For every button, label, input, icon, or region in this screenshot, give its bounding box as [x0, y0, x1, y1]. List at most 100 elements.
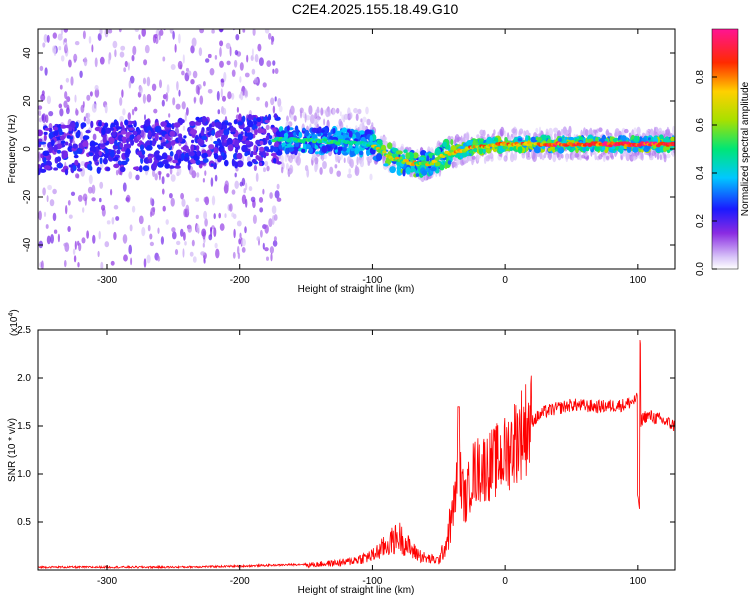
spectrogram-cell	[271, 35, 275, 43]
spectrogram-cell	[610, 155, 615, 160]
spectrogram-cell	[138, 86, 143, 94]
spectrogram-cell	[236, 152, 243, 160]
spectrogram-cell	[191, 239, 195, 247]
spectrogram-cell	[46, 95, 52, 105]
spectrogram-cell	[262, 82, 267, 88]
spectrogram-cell	[476, 153, 480, 162]
spectrogram-cell	[229, 46, 232, 57]
spectrogram-cell	[125, 194, 131, 203]
spectrogram-cell	[670, 136, 675, 142]
spectrogram-cell	[187, 224, 192, 233]
spectrogram-cell	[233, 228, 236, 239]
spectrogram-cell	[144, 119, 151, 127]
spectrogram-cell	[171, 227, 176, 233]
spectrogram-cell	[375, 153, 383, 162]
spectrogram-cell	[70, 191, 76, 196]
spectrogram-cell	[244, 130, 248, 137]
spectrogram-cell	[64, 168, 69, 176]
snr-series-line	[38, 339, 675, 570]
spectrogram-y-tick-label: 20	[22, 95, 33, 107]
spectrogram-cell	[75, 173, 80, 179]
spectrogram-cell	[204, 170, 207, 176]
spectrogram-cell	[158, 170, 161, 181]
spectrogram-cell	[169, 193, 173, 199]
snr-x-label: Height of straight line (km)	[298, 585, 415, 596]
spectrogram-cell	[257, 128, 265, 134]
spectrogram-cell	[203, 210, 208, 220]
spectrogram-cell	[268, 135, 273, 140]
spectrogram-cell	[366, 118, 371, 126]
spectrogram-cell	[99, 163, 104, 169]
spectrogram-cell	[185, 67, 190, 72]
spectrogram-cell	[273, 214, 278, 221]
spectrogram-cell	[479, 129, 484, 136]
spectrogram-cell	[146, 93, 152, 103]
spectrogram-cell	[110, 188, 113, 196]
spectrogram-cell	[177, 60, 183, 70]
spectrogram-cell	[190, 129, 198, 135]
spectrogram-cell	[274, 190, 280, 199]
spectrogram-cell	[266, 116, 271, 121]
spectrogram-cell	[68, 59, 72, 68]
spectrogram-cell	[102, 136, 107, 144]
spectrogram-cell	[276, 161, 282, 165]
spectrogram-cell	[232, 251, 236, 259]
spectrogram-cell	[115, 126, 123, 130]
spectrogram-cell	[161, 176, 165, 185]
spectrogram-cell	[44, 67, 48, 76]
spectrogram-cell	[72, 248, 76, 255]
spectrogram-cell	[214, 242, 218, 249]
spectrogram-cell	[236, 160, 244, 168]
spectrogram-cell	[45, 224, 49, 229]
spectrogram-cell	[87, 163, 92, 171]
spectrogram-cell	[651, 150, 655, 157]
spectrogram-cell	[154, 125, 162, 133]
spectrogram-cell	[456, 158, 461, 165]
spectrogram-cell	[189, 120, 196, 127]
spectrogram-cell	[47, 184, 52, 191]
spectrogram-cell	[252, 199, 256, 209]
spectrogram-cell	[548, 152, 552, 160]
colorbar-tick-label: 0.8	[695, 70, 706, 84]
spectrogram-cell	[68, 126, 73, 132]
spectrogram-cell	[158, 30, 161, 41]
spectrogram-cell	[202, 242, 205, 248]
spectrogram-cell	[150, 207, 155, 216]
spectrogram-cell	[213, 140, 219, 145]
spectrogram-cell	[476, 134, 480, 139]
spectrogram-cell	[86, 230, 89, 239]
spectrogram-cell	[224, 159, 229, 167]
spectrogram-cell	[266, 256, 269, 261]
spectrogram-cell	[170, 197, 175, 207]
spectrogram-cell	[270, 97, 275, 106]
spectrogram-cell	[112, 144, 119, 150]
spectrogram-cell	[238, 113, 242, 121]
spectrogram-cell	[244, 127, 250, 132]
spectrogram-x-ticks: -300 -200 -100 0 100	[97, 29, 647, 286]
spectrogram-cell	[120, 130, 127, 135]
spectrogram-cell	[85, 129, 91, 134]
spectrogram-cell	[274, 68, 279, 74]
spectrogram-cell	[293, 147, 298, 156]
spectrogram-cell	[103, 153, 109, 159]
spectrogram-cell	[263, 151, 267, 159]
spectrogram-cell	[304, 143, 312, 150]
spectrogram-cell	[208, 144, 215, 150]
spectrogram-cell	[58, 162, 62, 167]
spectrogram-cell	[585, 147, 590, 152]
spectrogram-cell	[112, 40, 118, 49]
spectrogram-cell	[504, 130, 507, 140]
spectrogram-cell	[129, 75, 135, 84]
spectrogram-cell	[159, 79, 162, 89]
spectrogram-cell	[75, 107, 78, 115]
spectrogram-cell	[152, 34, 156, 44]
spectrogram-cell	[356, 156, 359, 166]
spectrogram-cell	[60, 140, 66, 145]
spectrogram-cell	[214, 55, 218, 60]
spectrogram-cell	[565, 154, 569, 163]
spectrogram-cell	[182, 125, 186, 131]
spectrogram-cell	[66, 135, 72, 139]
spectrogram-cell	[199, 95, 204, 105]
spectrogram-cell	[91, 197, 96, 202]
spectrogram-cell	[246, 156, 251, 163]
